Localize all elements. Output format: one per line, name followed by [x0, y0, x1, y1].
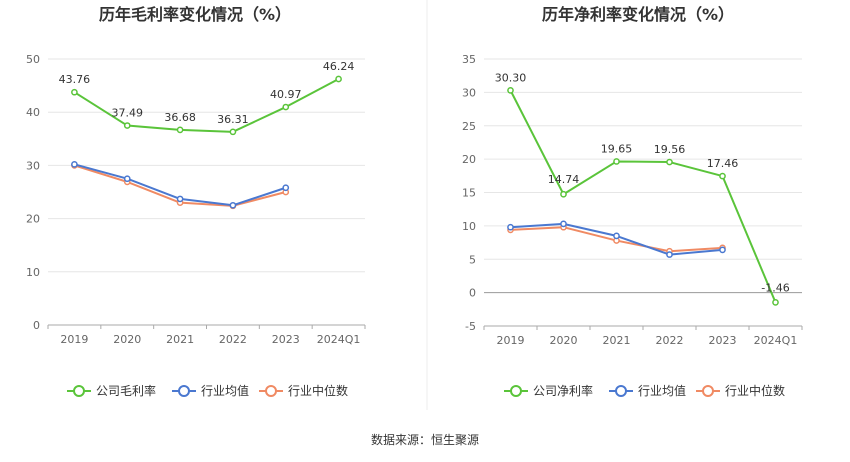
data-point[interactable] — [229, 201, 237, 209]
data-point[interactable] — [335, 75, 342, 83]
legend-swatch-marker — [510, 385, 522, 397]
data-point[interactable] — [560, 190, 567, 198]
data-point[interactable] — [613, 232, 620, 240]
data-point[interactable] — [71, 88, 78, 96]
x-tick-label: 2020 — [113, 333, 141, 346]
data-point[interactable] — [666, 251, 673, 258]
series-line — [509, 89, 777, 303]
x-tick-label: 2024Q1 — [317, 333, 361, 346]
data-point[interactable] — [123, 122, 131, 129]
data-point[interactable] — [719, 172, 726, 180]
x-tick-label: 2024Q1 — [754, 334, 798, 347]
legend-item[interactable]: 行业中位数 — [696, 383, 785, 398]
series-1 — [71, 160, 290, 209]
legend-label: 公司毛利率 — [96, 383, 156, 398]
chart-title: 历年毛利率变化情况（%） — [99, 5, 291, 24]
legend-label: 行业中位数 — [288, 383, 348, 398]
legend-item[interactable]: 行业均值 — [172, 383, 249, 398]
data-point[interactable] — [176, 195, 184, 203]
y-tick-label: 20 — [462, 153, 476, 166]
chart-title: 历年净利率变化情况（%） — [542, 5, 734, 24]
series-0: 30.30 14.74 19.65 19.56 17.46 -1.46 — [495, 71, 790, 306]
y-tick-label: 15 — [462, 187, 476, 200]
data-point[interactable] — [282, 184, 290, 192]
data-label: 19.56 — [654, 143, 686, 156]
y-tick-label: 35 — [462, 53, 476, 66]
y-tick-label: 20 — [26, 213, 40, 226]
net-margin-chart: 历年净利率变化情况（%） -5 0 5 10 15 20 25 30 35 2019 2020 2021… — [462, 5, 803, 398]
x-tick-label: 2019 — [497, 334, 525, 347]
y-tick-label: 0 — [469, 287, 476, 300]
x-tick-label: 2023 — [709, 334, 737, 347]
data-label: 37.49 — [112, 107, 144, 120]
data-point[interactable] — [772, 299, 779, 306]
data-point[interactable] — [666, 158, 673, 166]
x-tick-label: 2022 — [219, 333, 247, 346]
data-label: 17.46 — [707, 157, 739, 170]
legend-swatch-marker — [178, 385, 190, 397]
y-tick-label: 25 — [462, 120, 476, 133]
x-tick-label: 2022 — [656, 334, 684, 347]
y-tick-label: 10 — [462, 220, 476, 233]
data-label: -1.46 — [761, 281, 789, 294]
y-tick-label: 30 — [462, 86, 476, 99]
legend-item[interactable]: 行业中位数 — [259, 383, 348, 398]
source-label: 数据来源：恒生聚源 — [371, 432, 479, 447]
data-label: 40.97 — [270, 88, 302, 101]
legend-swatch-marker — [265, 385, 277, 397]
data-point[interactable] — [123, 175, 131, 183]
data-point[interactable] — [229, 128, 237, 136]
legend-label: 行业均值 — [201, 383, 249, 398]
data-label: 36.68 — [164, 111, 196, 124]
y-tick-label: 0 — [33, 319, 40, 332]
x-tick-label: 2021 — [166, 333, 194, 346]
data-point[interactable] — [507, 87, 514, 94]
y-tick-label: 10 — [26, 266, 40, 279]
data-point[interactable] — [176, 126, 184, 134]
gross-margin-chart: 历年毛利率变化情况（%） 0 10 20 30 40 50 2019 2020 2021 2022 2… — [26, 5, 366, 398]
x-tick-label: 2023 — [272, 333, 300, 346]
data-label: 14.74 — [548, 173, 580, 186]
data-point[interactable] — [71, 160, 78, 168]
data-point[interactable] — [560, 220, 567, 228]
data-label: 43.76 — [59, 73, 91, 86]
data-point[interactable] — [507, 223, 514, 231]
legend-item[interactable]: 公司毛利率 — [67, 383, 156, 398]
data-label: 30.30 — [495, 71, 527, 84]
legend-label: 行业中位数 — [725, 383, 785, 398]
y-tick-label: 40 — [26, 106, 40, 119]
x-tick-label: 2021 — [603, 334, 631, 347]
y-tick-label: -5 — [465, 320, 476, 333]
y-tick-label: 30 — [26, 159, 40, 172]
x-tick-label: 2020 — [550, 334, 578, 347]
series-0: 43.76 37.49 36.68 36.31 40.97 46.24 — [59, 60, 355, 136]
data-point[interactable] — [282, 103, 290, 111]
data-point[interactable] — [719, 246, 726, 254]
data-label: 46.24 — [323, 60, 355, 73]
legend-swatch-marker — [702, 385, 714, 397]
y-tick-label: 50 — [26, 53, 40, 66]
y-tick-label: 5 — [469, 253, 476, 266]
legend-swatch-marker — [73, 385, 85, 397]
series-line — [73, 78, 340, 133]
data-label: 19.65 — [601, 142, 633, 155]
x-tick-label: 2019 — [60, 333, 88, 346]
legend-item[interactable]: 行业均值 — [609, 383, 686, 398]
series-1 — [507, 220, 726, 258]
data-label: 36.31 — [217, 113, 249, 126]
data-point[interactable] — [613, 158, 620, 165]
legend-label: 公司净利率 — [533, 383, 593, 398]
legend-item[interactable]: 公司净利率 — [504, 383, 593, 398]
legend-label: 行业均值 — [638, 383, 686, 398]
legend-swatch-marker — [615, 385, 627, 397]
